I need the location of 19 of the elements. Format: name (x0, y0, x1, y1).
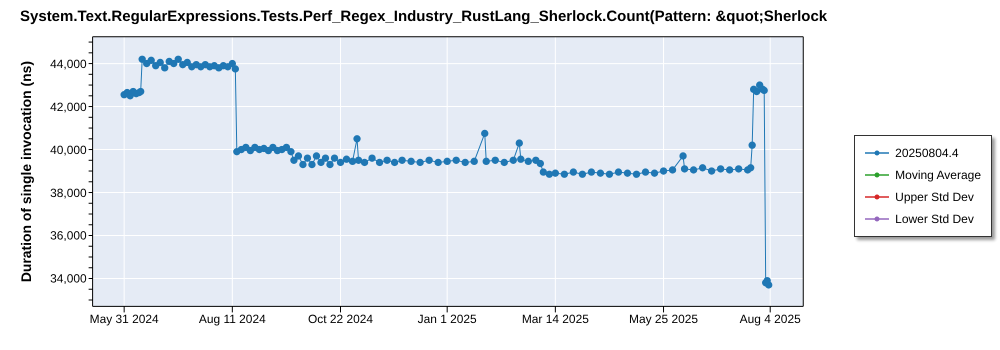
x-tick-label: May 25 2025 (629, 312, 698, 326)
y-tick-label: 44,000 (50, 56, 87, 71)
y-axis-title: Duration of single invocation (ns) (18, 60, 34, 282)
x-tick-label: Jan 1 2025 (418, 312, 478, 326)
legend-label: Upper Std Dev (895, 190, 974, 204)
x-tick-label: May 31 2024 (90, 312, 160, 326)
y-tick-label: 34,000 (50, 272, 87, 286)
chart-title: System.Text.RegularExpressions.Tests.Perf_Regex_Industry_RustLang_Sherlock.Count(Pattern: &quot;Sherlock (20, 8, 828, 27)
legend-label: 20250804.4 (895, 146, 959, 160)
legend-label: Moving Average (895, 168, 981, 182)
y-tick-label: 40,000 (50, 142, 87, 157)
x-tick-label: Mar 14 2025 (522, 312, 590, 326)
y-tick-label: 38,000 (50, 186, 87, 200)
x-tick-label: Aug 4 2025 (740, 312, 802, 326)
y-tick-label: 36,000 (50, 228, 87, 243)
x-tick-label: Oct 22 2024 (308, 312, 374, 326)
y-tick-label: 42,000 (50, 100, 87, 114)
legend-label: Lower Std Dev (895, 212, 974, 226)
x-tick-label: Aug 11 2024 (198, 312, 266, 326)
